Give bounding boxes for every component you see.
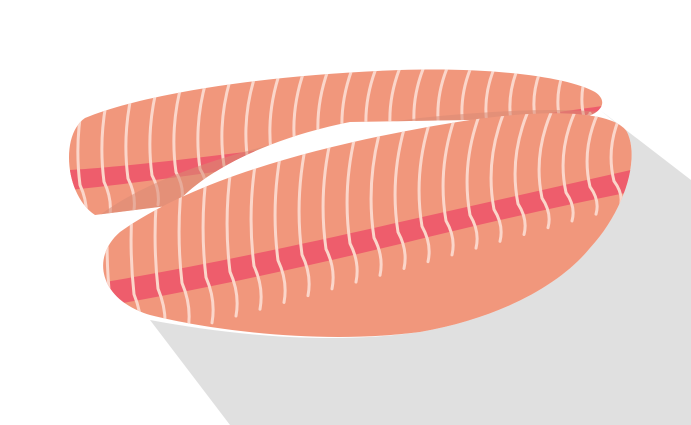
fat-line (537, 113, 558, 230)
fat-line (393, 113, 414, 270)
fat-line (561, 113, 582, 223)
fat-line (489, 113, 510, 243)
long-shadow (150, 110, 691, 425)
fat-line (585, 113, 606, 216)
fat-line (513, 113, 534, 237)
fat-line (465, 113, 486, 250)
fat-line (441, 113, 462, 257)
fat-line (417, 113, 438, 264)
fat-line (369, 113, 390, 277)
